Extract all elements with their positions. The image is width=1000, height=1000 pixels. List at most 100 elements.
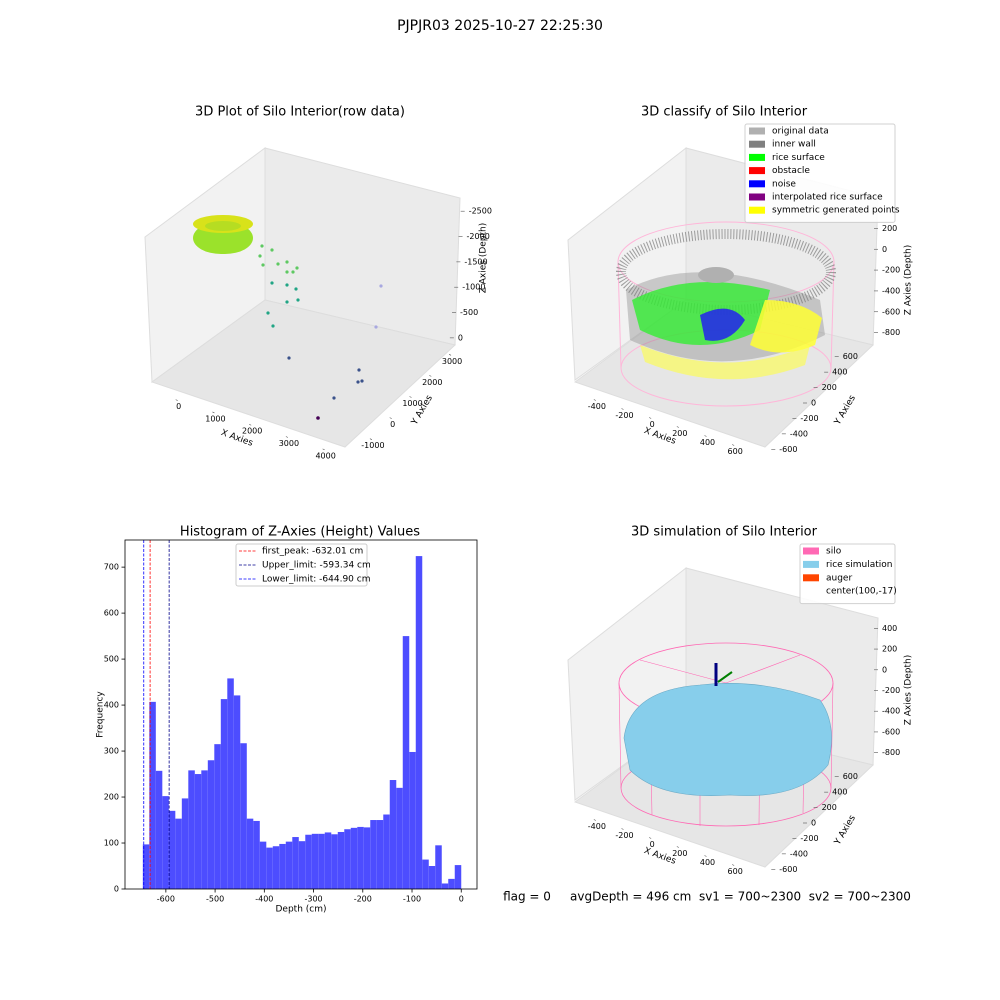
- y-tick-label: 600: [843, 352, 858, 361]
- y-axis-label: Frequency: [96, 691, 106, 738]
- bar: [207, 760, 215, 889]
- legend-swatch: [803, 587, 819, 595]
- tick-mark: [649, 417, 652, 419]
- z-tick-label: -2000: [467, 232, 490, 241]
- y-tick-label: 100: [104, 839, 119, 848]
- bar: [201, 770, 208, 889]
- bar: [383, 814, 390, 889]
- bar: [194, 774, 202, 889]
- legend-label: first_peak: -632.01 cm: [262, 547, 363, 557]
- legend-swatch: [803, 547, 819, 555]
- legend-swatch: [749, 167, 765, 175]
- bar: [402, 636, 410, 889]
- bar: [448, 878, 455, 889]
- y-tick-label: -600: [779, 865, 797, 874]
- bar: [376, 820, 384, 889]
- x-tick-label: -400: [255, 895, 273, 904]
- z-tick-label: -500: [460, 308, 478, 317]
- z-tick-label: -400: [882, 286, 900, 295]
- y-tick-label: 200: [822, 383, 837, 392]
- bar: [396, 787, 403, 889]
- bar: [233, 695, 241, 889]
- x-tick-label: 200: [672, 429, 687, 438]
- tick-mark: [285, 436, 289, 438]
- tick-mark: [621, 408, 624, 410]
- tick-mark: [732, 444, 735, 446]
- z-axis-label: Z Axies (Depth): [904, 245, 914, 316]
- legend-label: silo: [826, 547, 842, 557]
- bar: [214, 744, 221, 889]
- bar: [227, 678, 234, 889]
- chart-title: 3D simulation of Silo Interior: [631, 525, 818, 540]
- y-tick-label: -200: [800, 834, 818, 843]
- x-tick-label: 0: [176, 402, 181, 411]
- tick-mark: [676, 846, 679, 848]
- legend-label: Upper_limit: -593.34 cm: [262, 561, 371, 571]
- legend-swatch: [749, 206, 765, 214]
- tick-mark: [429, 375, 432, 377]
- y-tick-label: -600: [779, 445, 797, 454]
- tick-mark: [704, 855, 707, 857]
- y-tick-label: 200: [104, 793, 119, 802]
- y-axis-label: Y Axies: [832, 813, 858, 847]
- x-tick-label: -200: [615, 411, 633, 420]
- x-axis-label: Depth (cm): [275, 905, 326, 915]
- bar: [324, 832, 332, 889]
- tick-mark: [448, 354, 452, 356]
- x-tick-label: 4000: [315, 451, 335, 460]
- bar: [415, 556, 423, 889]
- legend-swatch: [749, 193, 765, 201]
- x-tick-label: 0: [650, 420, 655, 429]
- z-axis-label: Z Axies (Depth): [904, 655, 914, 726]
- legend-label: noise: [772, 179, 796, 189]
- bar: [389, 780, 397, 889]
- x-tick-label: 600: [728, 867, 743, 876]
- bar: [311, 833, 319, 889]
- figure-title: PJPJR03 2025-10-27 22:25:30: [397, 18, 603, 34]
- footer: flag = 0 avgDepth = 496 cm sv1 = 700~230…: [503, 890, 911, 904]
- x-tick-label: -100: [403, 895, 421, 904]
- x-tick-label: 400: [700, 438, 715, 447]
- y-tick-label: 3000: [442, 357, 462, 366]
- x-tick-label: 0: [650, 840, 655, 849]
- bar: [409, 751, 416, 889]
- x-tick-label: -200: [615, 831, 633, 840]
- legend-box: [744, 123, 896, 223]
- bar: [435, 845, 442, 889]
- bar: [188, 770, 195, 889]
- y-tick-label: 700: [104, 563, 119, 572]
- x-tick-label: 2000: [242, 427, 262, 436]
- x-tick-label: 200: [672, 849, 687, 858]
- y-tick-label: 0: [390, 420, 395, 429]
- z-tick-label: -200: [882, 266, 900, 275]
- x-tick-label: -500: [206, 895, 224, 904]
- legend-swatch: [749, 127, 765, 135]
- legend-swatch: [803, 560, 819, 568]
- bar: [422, 859, 429, 889]
- legend-label: inner wall: [772, 140, 816, 150]
- chart-title: 3D Plot of Silo Interior(row data): [195, 105, 405, 120]
- z-tick-label: 0: [458, 333, 463, 342]
- legend-label: auger: [826, 573, 852, 583]
- tick-mark: [175, 399, 178, 401]
- bar: [454, 865, 462, 889]
- legend-label: Lower_limit: -644.90 cm: [262, 575, 370, 585]
- bar: [357, 826, 364, 889]
- z-tick-label: -2500: [469, 207, 492, 216]
- bar: [285, 841, 293, 889]
- tick-mark: [704, 435, 707, 437]
- y-tick-label: 0: [114, 885, 119, 894]
- z-tick-label: -600: [882, 307, 900, 316]
- legend-swatch: [749, 140, 765, 148]
- legend-swatch: [803, 574, 819, 582]
- bar: [350, 827, 358, 889]
- bar: [155, 770, 163, 889]
- chart-title: Histogram of Z-Axies (Height) Values: [180, 525, 420, 540]
- bar: [363, 827, 371, 889]
- x-tick-label: -400: [588, 402, 606, 411]
- bar: [344, 829, 351, 889]
- y-tick-label: -400: [790, 429, 808, 438]
- z-tick-label: -1500: [464, 257, 487, 266]
- bar: [246, 818, 254, 889]
- x-tick-label: 3000: [279, 439, 299, 448]
